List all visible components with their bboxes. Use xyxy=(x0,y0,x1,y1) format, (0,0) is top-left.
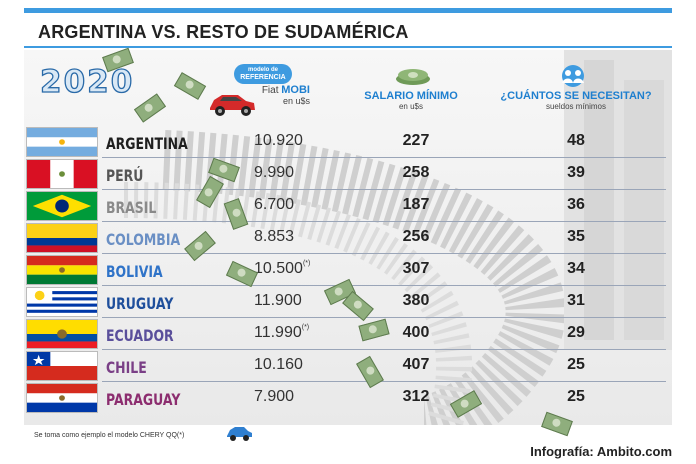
people-icon xyxy=(562,65,584,87)
table-row: BOLIVIA 10.500(*) 307 34 xyxy=(26,254,666,287)
price-value: 10.920 xyxy=(254,132,303,149)
country-name: BRASIL xyxy=(106,198,157,217)
bolivia-flag-icon xyxy=(26,255,98,285)
salario-value: 407 xyxy=(402,356,430,373)
row-divider xyxy=(102,189,666,190)
red-car-icon xyxy=(210,95,255,116)
table-row: PARAGUAY 7.900 312 25 xyxy=(26,382,666,415)
country-name: BOLIVIA xyxy=(106,262,163,281)
price-value: 7.900 xyxy=(254,388,295,405)
table-row: ECUADOR 11.990(*) 400 29 xyxy=(26,318,666,351)
cuantos-value: 39 xyxy=(567,164,585,181)
salario-value: 307 xyxy=(402,260,430,277)
cuantos-value: 25 xyxy=(567,356,585,373)
infographic-card xyxy=(24,50,672,425)
title-rule xyxy=(24,46,672,48)
price-footnote-mark: (*) xyxy=(302,260,311,267)
argentina-flag-icon xyxy=(26,127,98,157)
row-divider xyxy=(102,157,666,158)
salario-value: 227 xyxy=(402,132,430,149)
country-name: PARAGUAY xyxy=(106,390,181,409)
header-cuantos-title: ¿CUÁNTOS SE NECESITAN? xyxy=(500,90,652,102)
year-label: 2020 xyxy=(39,63,135,100)
cuantos-value: 25 xyxy=(567,388,585,405)
price-footnote-mark: (*) xyxy=(301,324,310,331)
cuantos-value: 29 xyxy=(567,324,585,341)
reference-badge: modelo de REFERENCIA xyxy=(234,64,292,84)
row-divider xyxy=(102,381,666,382)
table-row: URUGUAY 11.900 380 31 xyxy=(26,286,666,319)
colombia-flag-icon xyxy=(26,223,98,253)
chile-flag-icon xyxy=(26,351,98,381)
cuantos-value: 35 xyxy=(567,228,585,245)
table-row: CHILE 10.160 407 25 xyxy=(26,350,666,383)
price-value: 11.900 xyxy=(254,292,302,309)
price-value: 8.853 xyxy=(254,228,295,245)
mobi-price: 10.920 xyxy=(254,132,324,150)
header-fiat-mobi-unit: en u$s xyxy=(282,96,310,106)
mobi-price: 8.853 xyxy=(254,228,324,246)
mobi-price: 7.900 xyxy=(254,388,324,406)
peru-flag-icon xyxy=(26,159,98,189)
reference-badge-line2: REFERENCIA xyxy=(240,74,286,81)
header-salario-unit: en u$s xyxy=(398,102,424,111)
header-cuantos: ¿CUÁNTOS SE NECESITAN? sueldos mínimos xyxy=(486,90,666,111)
salario-value: 312 xyxy=(402,388,430,405)
cuantos-value: 31 xyxy=(567,292,585,309)
salario-value: 258 xyxy=(402,164,430,181)
country-name: PERÚ xyxy=(106,166,144,185)
country-name: ARGENTINA xyxy=(106,134,188,153)
header-fiat-prefix: Fiat xyxy=(261,85,282,96)
table-row: BRASIL 6.700 187 36 xyxy=(26,190,666,223)
road-background-art xyxy=(123,50,672,425)
table-row: COLOMBIA 8.853 256 35 xyxy=(26,222,666,255)
table-row: ARGENTINA 10.920 227 48 xyxy=(26,126,666,159)
mobi-price: 6.700 xyxy=(254,196,324,214)
top-accent-bar xyxy=(24,8,672,13)
row-divider xyxy=(102,221,666,222)
row-divider xyxy=(102,253,666,254)
cuantos-value: 48 xyxy=(567,132,585,149)
mobi-price: 10.160 xyxy=(254,356,324,374)
price-value: 10.500 xyxy=(254,260,303,277)
header-salario-title: SALARIO MÍNIMO xyxy=(364,90,458,102)
mobi-price: 9.990 xyxy=(254,164,324,182)
price-value: 10.160 xyxy=(254,356,303,373)
row-divider xyxy=(102,349,666,350)
price-value: 6.700 xyxy=(254,196,295,213)
brazil-flag-icon xyxy=(26,191,98,221)
ecuador-flag-icon xyxy=(26,319,98,349)
page-title: ARGENTINA VS. RESTO DE SUDAMÉRICA xyxy=(38,22,409,42)
footnote: Se toma como ejemplo el modelo CHERY QQ(… xyxy=(34,432,185,439)
reference-badge-line1: modelo de xyxy=(247,67,278,73)
row-divider xyxy=(102,317,666,318)
country-name: COLOMBIA xyxy=(106,230,181,249)
mobi-price: 11.900 xyxy=(254,292,324,310)
header-salario-minimo: SALARIO MÍNIMO en u$s xyxy=(356,90,466,111)
header-fiat-mobi-title: Fiat MOBI xyxy=(250,84,310,96)
paraguay-flag-icon xyxy=(26,383,98,413)
cuantos-value: 36 xyxy=(567,196,585,213)
salario-value: 256 xyxy=(402,228,430,245)
country-name: ECUADOR xyxy=(106,326,174,345)
table-row: PERÚ 9.990 258 39 xyxy=(26,158,666,191)
cuantos-value: 34 xyxy=(567,260,585,277)
salario-value: 187 xyxy=(402,196,430,213)
price-value: 11.990 xyxy=(254,324,302,341)
header-cuantos-unit: sueldos mínimos xyxy=(545,102,607,111)
row-divider xyxy=(102,285,666,286)
cash-stack-icon xyxy=(396,69,430,85)
uruguay-flag-icon xyxy=(26,287,98,317)
mobi-price: 11.990(*) xyxy=(254,324,324,342)
salario-value: 400 xyxy=(402,324,430,341)
source-credit: Infografía: Ambito.com xyxy=(530,444,672,459)
header-fiat-mobi: Fiat MOBI en u$s xyxy=(250,84,310,106)
header-mobi-brand: MOBI xyxy=(281,84,310,96)
salario-value: 380 xyxy=(402,292,430,309)
mobi-price: 10.500(*) xyxy=(254,260,324,278)
blue-car-icon xyxy=(227,427,252,441)
country-name: URUGUAY xyxy=(106,294,174,313)
country-name: CHILE xyxy=(106,358,147,377)
price-value: 9.990 xyxy=(254,164,295,181)
